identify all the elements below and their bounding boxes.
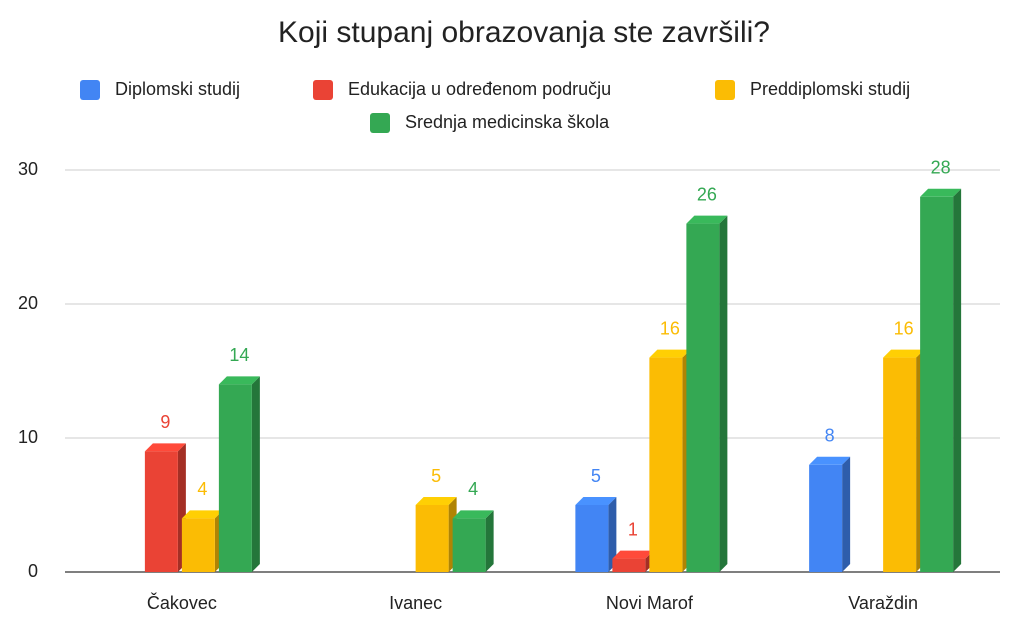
data-label: 4 xyxy=(468,479,478,499)
bar-top xyxy=(883,349,925,358)
x-tick-label: Ivanec xyxy=(389,593,442,613)
bar-top xyxy=(809,456,851,465)
bar-side xyxy=(842,456,851,572)
bar xyxy=(415,505,449,572)
bar-side xyxy=(953,188,962,573)
data-label: 14 xyxy=(229,345,249,365)
y-tick-label: 20 xyxy=(18,293,38,313)
x-tick-label: Varaždin xyxy=(848,593,918,613)
bar-top xyxy=(452,510,494,519)
y-tick-label: 0 xyxy=(28,561,38,581)
bar xyxy=(920,196,954,573)
bar xyxy=(809,464,843,572)
x-tick-label: Novi Marof xyxy=(606,593,694,613)
bar-top xyxy=(144,443,186,452)
data-label: 4 xyxy=(197,479,207,499)
bar xyxy=(649,357,683,572)
bar-side xyxy=(485,510,494,572)
y-tick-label: 10 xyxy=(18,427,38,447)
bar-top xyxy=(218,376,260,385)
legend-label: Edukacija u određenom području xyxy=(348,79,611,99)
bar-side xyxy=(251,376,260,572)
legend-swatch xyxy=(715,80,735,100)
legend-swatch xyxy=(80,80,100,100)
bar-top xyxy=(575,497,617,505)
bar xyxy=(686,223,720,572)
bar xyxy=(575,505,609,572)
bar xyxy=(218,384,252,572)
data-label: 1 xyxy=(628,519,638,539)
data-label: 16 xyxy=(660,318,680,338)
bar-top xyxy=(612,550,654,559)
data-label: 8 xyxy=(825,426,835,446)
bar-top xyxy=(181,510,223,519)
bar xyxy=(883,357,917,572)
data-label: 5 xyxy=(431,466,441,486)
legend-swatch xyxy=(370,113,390,133)
bar-top xyxy=(920,188,962,197)
legend-swatch xyxy=(313,80,333,100)
bar-side xyxy=(608,497,617,572)
data-label: 28 xyxy=(931,158,951,178)
legend-label: Srednja medicinska škola xyxy=(405,112,610,132)
bar-side xyxy=(719,215,728,572)
x-tick-label: Čakovec xyxy=(147,592,217,613)
data-label: 5 xyxy=(591,466,601,486)
bar xyxy=(181,518,215,572)
data-label: 26 xyxy=(697,184,717,204)
bar-top xyxy=(686,215,728,224)
y-tick-label: 30 xyxy=(18,159,38,179)
bar xyxy=(452,518,486,572)
bar xyxy=(144,451,178,572)
bar-top xyxy=(415,497,457,505)
data-label: 9 xyxy=(160,412,170,432)
data-label: 16 xyxy=(894,318,914,338)
legend-label: Diplomski studij xyxy=(115,79,240,99)
chart-title: Koji stupanj obrazovanja ste završili? xyxy=(278,16,770,49)
legend-label: Preddiplomski studij xyxy=(750,79,910,99)
bar-top xyxy=(649,349,691,358)
bar xyxy=(612,558,646,572)
